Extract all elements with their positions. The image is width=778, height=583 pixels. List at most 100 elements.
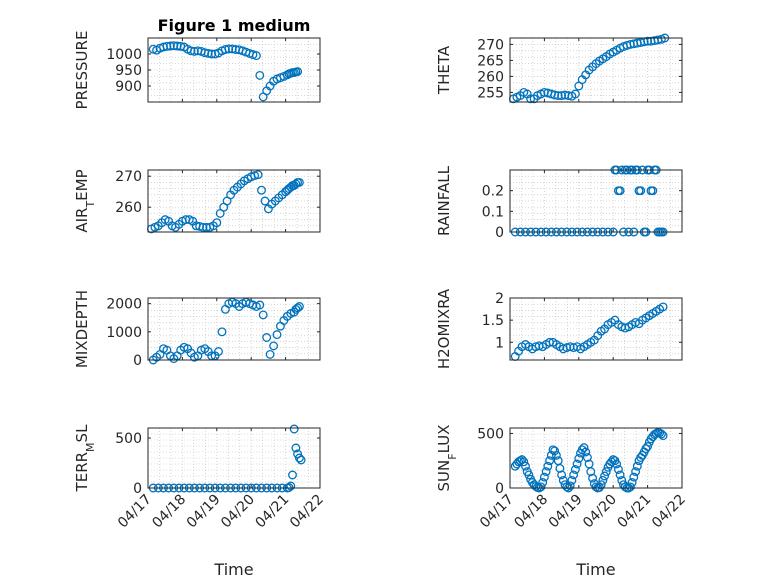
data-point: [591, 482, 601, 492]
y-tick-label: 900: [115, 79, 142, 95]
axes-frame: [509, 169, 683, 233]
axes-frame: [509, 297, 683, 361]
data-point: [615, 186, 625, 196]
x-axis-label: Time: [213, 560, 253, 579]
data-point: [598, 475, 608, 485]
y-axis-label: PRESSURE: [73, 31, 91, 110]
data-point: [643, 442, 653, 451]
data-point: [224, 44, 234, 54]
y-axis-label: AIRTEMP: [73, 169, 97, 232]
axes-frame: [147, 427, 321, 489]
y-axis-label: TERRMSL: [73, 424, 97, 493]
y-tick-label: 0: [495, 481, 504, 497]
data-point: [262, 333, 272, 342]
data-point: [562, 343, 572, 353]
data-point: [567, 475, 577, 485]
data-point: [632, 461, 642, 471]
y-tick-label: 255: [477, 85, 504, 101]
y-tick-label: 2000: [106, 297, 142, 313]
data-point: [625, 482, 635, 492]
axes-frame: [509, 427, 683, 489]
y-tick-label: 2: [495, 291, 504, 307]
x-tick-label: 04/17: [115, 492, 155, 532]
data-point: [550, 90, 560, 100]
data-point: [536, 482, 546, 492]
data-point: [582, 453, 592, 462]
data-point: [255, 70, 265, 80]
y-tick-label: 0: [495, 225, 504, 241]
data-point: [255, 300, 265, 310]
grid: [510, 170, 682, 232]
data-point: [588, 473, 598, 483]
data-point: [565, 481, 575, 491]
y-tick-label: 1000: [106, 47, 142, 63]
y-tick-label: 0.1: [482, 204, 504, 220]
y-tick-label: 0: [133, 353, 142, 369]
data-point: [291, 443, 301, 453]
data-point: [612, 459, 622, 469]
axes-frame: [147, 37, 321, 103]
data-point: [627, 478, 637, 487]
data-point: [656, 429, 666, 439]
data-point: [294, 177, 304, 187]
data-point: [220, 304, 230, 314]
y-tick-label: 1000: [106, 325, 142, 341]
x-axis-label: Time: [575, 560, 615, 579]
data-point: [294, 302, 304, 311]
axes-frame: [147, 169, 321, 233]
data-point: [220, 45, 230, 54]
y-tick-label: 270: [477, 37, 504, 53]
data-point: [212, 218, 222, 228]
y-tick-label: 1.5: [482, 313, 504, 329]
x-tick-label: 04/21: [253, 492, 293, 532]
panel-h2omixra: 1 1.5 2 H2OMIXRA: [435, 288, 683, 369]
data-point: [169, 41, 179, 51]
y-tick-label: 500: [477, 426, 504, 442]
data-point: [294, 453, 304, 463]
data-point: [550, 446, 560, 456]
data-point: [217, 327, 227, 337]
data-point: [570, 89, 580, 99]
y-tick-label: 260: [115, 200, 142, 216]
grid: [148, 170, 320, 232]
data-point: [596, 480, 606, 490]
data-point: [162, 41, 172, 51]
data-point: [251, 51, 261, 61]
data-point: [288, 470, 297, 480]
x-tick-label: 04/18: [149, 492, 189, 532]
data-point: [203, 48, 213, 58]
y-tick-label: 1: [495, 335, 504, 351]
data-point: [250, 171, 260, 181]
data-point: [531, 342, 541, 352]
data-point: [541, 467, 551, 477]
data-point: [272, 330, 282, 340]
data-point: [643, 36, 653, 46]
y-axis-label: H2OMIXRA: [435, 288, 453, 369]
data-point: [574, 454, 584, 463]
data-point: [572, 459, 582, 469]
data-point: [658, 302, 668, 312]
data-point: [198, 222, 208, 232]
data-point: [636, 186, 646, 196]
y-tick-label: 260: [477, 69, 504, 85]
data-point: [521, 461, 530, 471]
x-tick-label: 04/22: [287, 492, 327, 532]
x-tick-label: 04/20: [580, 492, 620, 532]
data-point: [569, 470, 579, 480]
y-tick-label: 265: [477, 53, 504, 69]
y-axis-label: RAINFALL: [435, 165, 453, 236]
data-point: [543, 461, 553, 471]
data-point: [165, 41, 175, 51]
data-point: [600, 471, 610, 481]
axes-frame: [147, 297, 321, 361]
data-point: [553, 91, 563, 101]
data-point: [565, 342, 575, 352]
y-tick-label: 500: [115, 431, 142, 447]
data-point: [545, 456, 555, 466]
data-point: [293, 303, 303, 313]
y-axis-label: THETA: [435, 45, 453, 95]
data-point: [579, 443, 589, 453]
